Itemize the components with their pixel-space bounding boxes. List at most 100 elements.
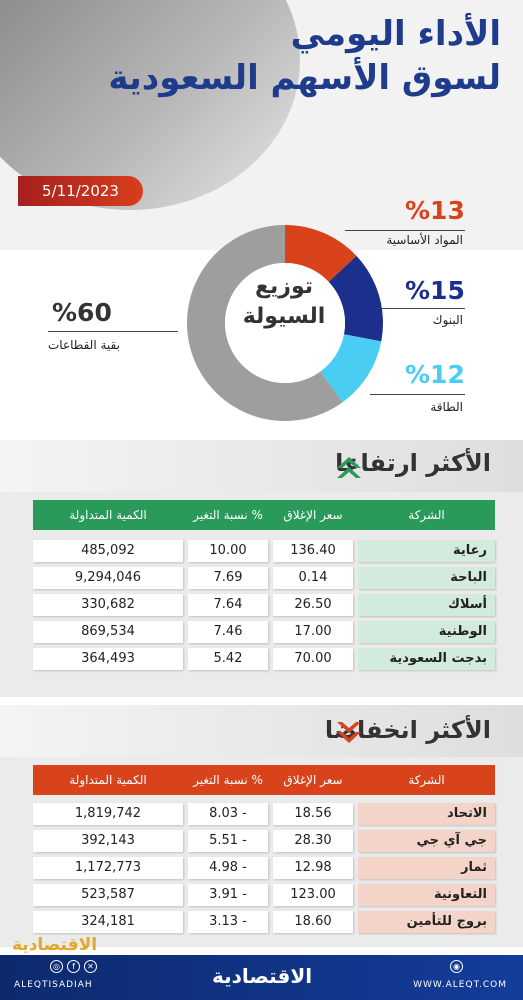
losers-cell-company: ثمار bbox=[358, 857, 495, 879]
gainers-cell-change: 7.64 bbox=[188, 594, 268, 616]
gainers-cell-company: الباحة bbox=[358, 567, 495, 589]
others-leader bbox=[48, 331, 178, 332]
gainers-cell-close: 26.50 bbox=[273, 594, 353, 616]
x-icon[interactable]: ✕ bbox=[84, 960, 97, 973]
materials-label: المواد الأساسية bbox=[386, 233, 463, 247]
gainers-cell-company: رعاية bbox=[358, 540, 495, 562]
gainers-cell-close: 17.00 bbox=[273, 621, 353, 643]
materials-leader bbox=[345, 230, 465, 231]
donut-hole bbox=[225, 263, 345, 383]
gainers-cell-close: 136.40 bbox=[273, 540, 353, 562]
donut-slice-1 bbox=[328, 255, 383, 342]
gainers-cell-change: 7.69 bbox=[188, 567, 268, 589]
losers-header-change: نسبة التغير % bbox=[193, 773, 263, 787]
donut-center-line1: توزيع bbox=[254, 274, 313, 299]
donut-slice-3 bbox=[186, 225, 343, 421]
watermark-logo: الاقتصادية bbox=[12, 935, 98, 955]
losers-cell-close: 12.98 bbox=[273, 857, 353, 879]
losers-cell-close: 18.56 bbox=[273, 803, 353, 825]
gainers-cell-volume: 869,534 bbox=[33, 621, 183, 643]
table-row: 1,819,742 8.03 -18.56 الاتحاد bbox=[33, 803, 495, 827]
banks-pct: %15 bbox=[405, 276, 465, 305]
liquidity-chart: توزيع السيولة bbox=[0, 210, 523, 435]
losers-cell-volume: 324,181 bbox=[33, 911, 183, 933]
losers-cell-change: 3.91 - bbox=[188, 884, 268, 906]
losers-cell-company: بروج للتأمين bbox=[358, 911, 495, 933]
losers-cell-volume: 392,143 bbox=[33, 830, 183, 852]
donut-slice-0 bbox=[285, 225, 357, 282]
gainers-cell-change: 7.46 bbox=[188, 621, 268, 643]
energy-label: الطاقة bbox=[430, 400, 463, 414]
table-row: 330,682 7.64 26.50 أسلاك bbox=[33, 594, 495, 618]
losers-cell-change: 4.98 - bbox=[188, 857, 268, 879]
gainers-table-header: الكمية المتداولة نسبة التغير % سعر الإغلاق… bbox=[33, 500, 495, 530]
losers-cell-close: 28.30 bbox=[273, 830, 353, 852]
losers-cell-volume: 523,587 bbox=[33, 884, 183, 906]
gainers-cell-volume: 485,092 bbox=[33, 540, 183, 562]
table-row: 1,172,773 4.98 -12.98 ثمار bbox=[33, 857, 495, 881]
losers-cell-company: التعاونية bbox=[358, 884, 495, 906]
table-row: 9,294,046 7.69 0.14 الباحة bbox=[33, 567, 495, 591]
donut-center-line2: السيولة bbox=[242, 304, 326, 329]
banks-leader bbox=[375, 308, 465, 309]
table-row: 392,143 5.51 -28.30 جي آي جي bbox=[33, 830, 495, 854]
gainers-title-bar bbox=[0, 440, 523, 492]
gainers-header-close: سعر الإغلاق bbox=[283, 508, 343, 522]
gainers-cell-volume: 364,493 bbox=[33, 648, 183, 670]
others-pct: %60 bbox=[52, 298, 112, 327]
losers-header-close: سعر الإغلاق bbox=[283, 773, 343, 787]
gainers-header-volume: الكمية المتداولة bbox=[69, 508, 147, 522]
losers-cell-company: الاتحاد bbox=[358, 803, 495, 825]
losers-cell-close: 123.00 bbox=[273, 884, 353, 906]
gainers-cell-company: بدجت السعودية bbox=[358, 648, 495, 670]
footer: ◎ f ✕ ALEQTISADIAH الاقتصادية ◉ WWW.ALEQ… bbox=[0, 955, 523, 1000]
losers-cell-close: 18.60 bbox=[273, 911, 353, 933]
losers-title-bar bbox=[0, 705, 523, 757]
banks-label: البنوك bbox=[432, 313, 463, 327]
gainers-cell-change: 10.00 bbox=[188, 540, 268, 562]
gainers-cell-company: أسلاك bbox=[358, 594, 495, 616]
liquidity-donut bbox=[186, 225, 383, 421]
donut-center-label: توزيع السيولة bbox=[232, 272, 336, 332]
donut-slice-2 bbox=[320, 334, 382, 403]
gainers-header-change: نسبة التغير % bbox=[193, 508, 263, 522]
losers-header-volume: الكمية المتداولة bbox=[69, 773, 147, 787]
instagram-icon[interactable]: ◎ bbox=[50, 960, 63, 973]
gainers-cell-volume: 330,682 bbox=[33, 594, 183, 616]
double-down-arrow-icon bbox=[337, 722, 361, 743]
gainers-cell-volume: 9,294,046 bbox=[33, 567, 183, 589]
losers-cell-change: 8.03 - bbox=[188, 803, 268, 825]
page-title-line1: الأداء اليومي bbox=[290, 14, 501, 54]
social-handle[interactable]: ALEQTISADIAH bbox=[14, 980, 93, 990]
table-row: 364,493 5.42 70.00 بدجت السعودية bbox=[33, 648, 495, 672]
page-title-line2: لسوق الأسهم السعودية bbox=[108, 58, 501, 98]
others-label: بقية القطاعات bbox=[48, 338, 120, 352]
losers-cell-company: جي آي جي bbox=[358, 830, 495, 852]
double-up-arrow-icon bbox=[337, 457, 361, 478]
losers-cell-change: 5.51 - bbox=[188, 830, 268, 852]
facebook-icon[interactable]: f bbox=[67, 960, 80, 973]
table-row: 523,587 3.91 -123.00 التعاونية bbox=[33, 884, 495, 908]
losers-cell-volume: 1,172,773 bbox=[33, 857, 183, 879]
losers-header-company: الشركة bbox=[408, 773, 445, 787]
losers-cell-volume: 1,819,742 bbox=[33, 803, 183, 825]
losers-cell-change: 3.13 - bbox=[188, 911, 268, 933]
energy-pct: %12 bbox=[405, 360, 465, 389]
gainers-cell-change: 5.42 bbox=[188, 648, 268, 670]
header-banner bbox=[0, 0, 523, 250]
table-row: 485,092 10.00 136.40 رعاية bbox=[33, 540, 495, 564]
losers-table-header: الكمية المتداولة نسبة التغير % سعر الإغلاق… bbox=[33, 765, 495, 795]
website-url[interactable]: WWW.ALEQT.COM bbox=[413, 980, 507, 990]
gainers-title: الأكثر ارتفاعا bbox=[335, 449, 491, 477]
table-row: 869,534 7.46 17.00 الوطنية bbox=[33, 621, 495, 645]
globe-icon: ◉ bbox=[450, 960, 463, 973]
footer-brand: الاقتصادية bbox=[212, 964, 313, 988]
energy-leader bbox=[370, 394, 465, 395]
gainers-cell-close: 0.14 bbox=[273, 567, 353, 589]
gainers-cell-close: 70.00 bbox=[273, 648, 353, 670]
gainers-header-company: الشركة bbox=[408, 508, 445, 522]
table-row: 324,181 3.13 -18.60 بروج للتأمين bbox=[33, 911, 495, 935]
materials-pct: %13 bbox=[405, 196, 465, 225]
gainers-cell-company: الوطنية bbox=[358, 621, 495, 643]
date-badge: 5/11/2023 bbox=[18, 176, 143, 206]
